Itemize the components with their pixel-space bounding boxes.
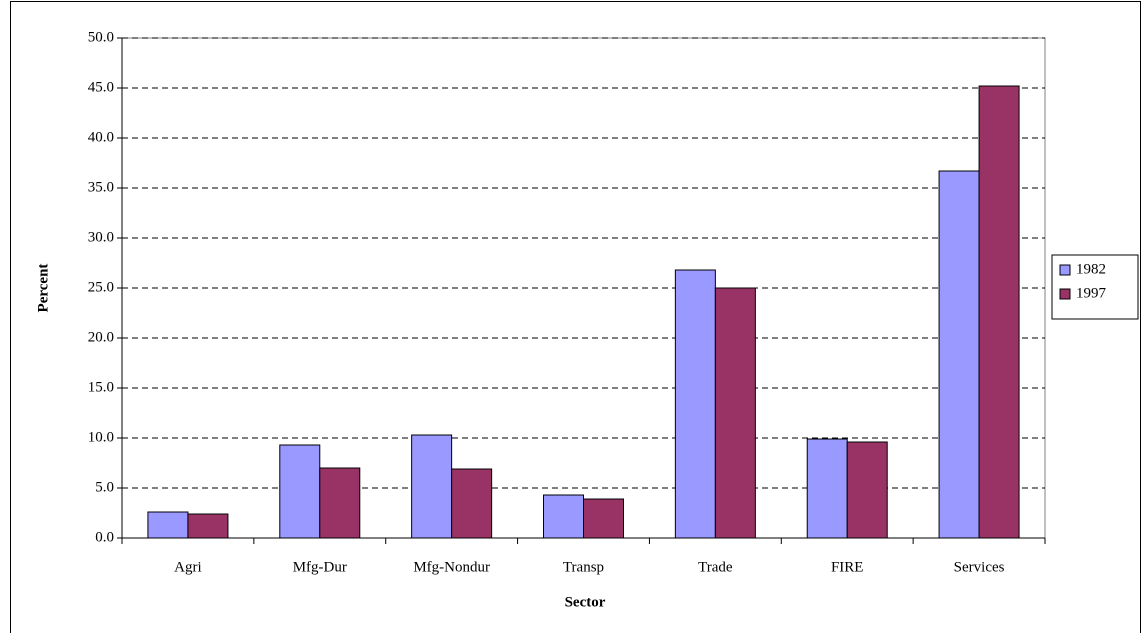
bar <box>938 170 980 539</box>
y-tick-label: 15.0 <box>88 379 114 395</box>
bar <box>583 498 624 539</box>
bar <box>674 269 716 539</box>
y-tick-label: 30.0 <box>88 229 114 245</box>
y-tick-label: 0.0 <box>95 529 114 545</box>
bar <box>978 85 1020 539</box>
y-axis-title: Percent <box>35 264 51 313</box>
y-tick-label: 50.0 <box>88 29 114 45</box>
y-tick-label: 35.0 <box>88 179 114 195</box>
y-tick-label: 25.0 <box>88 279 114 295</box>
x-tick-label: Transp <box>563 559 604 575</box>
bar <box>279 444 321 539</box>
bar <box>319 467 361 539</box>
bar <box>147 511 189 539</box>
y-tick-label: 45.0 <box>88 79 114 95</box>
legend-label: 1997 <box>1076 285 1107 301</box>
x-tick-label: Mfg-Dur <box>293 559 347 575</box>
y-tick-label: 20.0 <box>88 329 114 345</box>
legend-swatch <box>1059 288 1071 300</box>
chart-frame <box>10 1 1141 633</box>
x-tick-label: FIRE <box>831 559 864 575</box>
y-tick-label: 5.0 <box>95 479 114 495</box>
bar <box>806 438 848 539</box>
y-tick-label: 10.0 <box>88 429 114 445</box>
y-tick-label: 40.0 <box>88 129 114 145</box>
bar <box>846 441 888 539</box>
x-tick-label: Trade <box>698 559 733 575</box>
bar <box>187 513 229 539</box>
bar <box>411 434 453 539</box>
x-axis-title: Sector <box>565 594 606 610</box>
bar <box>543 494 584 539</box>
legend-swatch <box>1059 264 1071 276</box>
x-tick-label: Agri <box>174 559 202 575</box>
x-tick-label: Mfg-Nondur <box>413 559 490 575</box>
legend-label: 1982 <box>1076 261 1106 277</box>
bar <box>714 287 756 539</box>
bar <box>451 468 493 539</box>
x-tick-label: Services <box>954 559 1005 575</box>
